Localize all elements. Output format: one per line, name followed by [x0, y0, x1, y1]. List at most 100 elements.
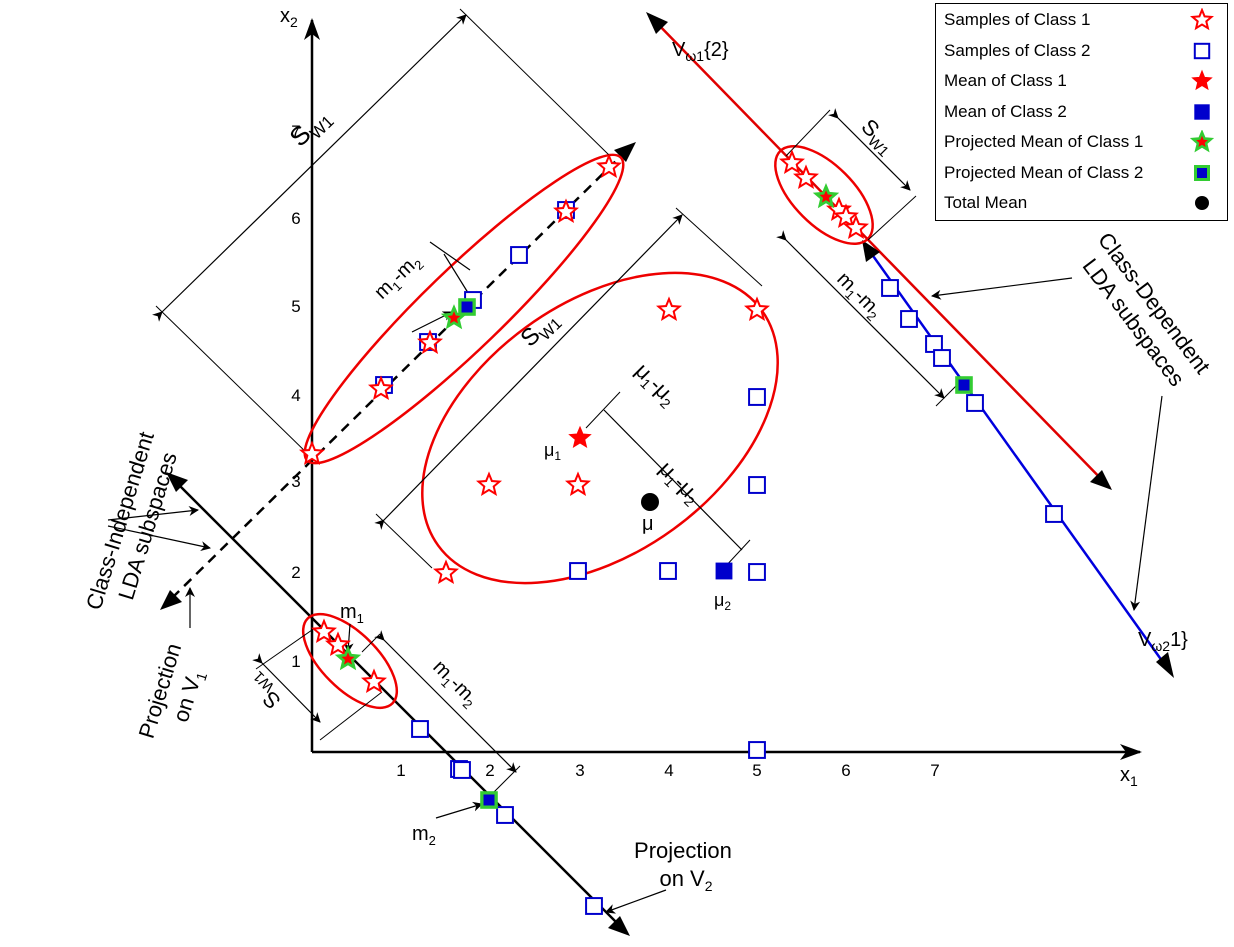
open-square-blue-icon [1193, 42, 1211, 59]
m1m2-label-v2: m1-m2 [426, 656, 482, 712]
marker-open-square-blue [748, 741, 766, 759]
legend-label: Samples of Class 2 [944, 40, 1091, 60]
x-tick-labels: 1 2 3 4 5 6 7 [396, 761, 939, 780]
legend-label: Projected Mean of Class 2 [944, 162, 1144, 182]
m2-label: m2 [412, 823, 436, 848]
sw1-label-orig: SW1 [515, 305, 565, 355]
legend-item: Mean of Class 2 [936, 98, 1227, 125]
marker-open-star-red [310, 618, 338, 643]
class-dependent-label: Class-Dependent LDA subspaces [1071, 228, 1219, 401]
y-tick-label: 4 [291, 386, 300, 405]
legend-symbol [1194, 164, 1210, 181]
sw1-orig-ext-2 [675, 207, 763, 287]
sw1-dim-line-v2 [252, 653, 321, 723]
marker-filled-square-blue [715, 562, 733, 580]
marker-open-square-blue [411, 720, 429, 738]
marker-open-star-red [432, 559, 460, 584]
legend-symbol [1195, 196, 1209, 210]
mu-diff-label-top: μ1-μ2 [628, 358, 682, 412]
sw1-ext-1 [155, 305, 313, 459]
marker-open-star-red [832, 203, 860, 229]
filled-circle-black-icon [1195, 196, 1209, 210]
m1-label: m1 [340, 601, 364, 626]
marker-open-star-red [595, 153, 623, 179]
total-mean [641, 493, 659, 511]
sw1-v2-ext-1 [255, 629, 313, 670]
marker-open-square-blue [748, 388, 766, 406]
legend-symbol [1193, 42, 1211, 59]
v-omega2-label: Vω21} [1138, 629, 1188, 654]
mu-diff-label-bottom: μ1-μ2 [652, 456, 706, 510]
v2-arrow-head-top [166, 472, 188, 492]
marker-open-star-red [564, 471, 592, 497]
marker-green-star-red [812, 183, 840, 209]
legend-symbol [1194, 103, 1210, 120]
y-tick-label: 5 [291, 297, 300, 316]
mu2-label: μ2 [714, 590, 731, 613]
marker-open-star-red [475, 471, 503, 497]
marker-open-star-red [367, 375, 395, 401]
m2-pointer [435, 801, 483, 819]
marker-open-star-red [842, 214, 870, 240]
x-tick-label: 3 [575, 761, 584, 780]
marker-open-star-red [416, 329, 444, 355]
sw1-orig-ext-1 [375, 513, 433, 569]
mu1-label: μ1 [544, 440, 561, 463]
legend-label: Mean of Class 2 [944, 101, 1067, 121]
v2-arrow-head-bottom [608, 916, 630, 936]
legend-item: Total Mean [936, 189, 1227, 216]
x-axis-label: x1 [1120, 764, 1138, 789]
y-tick-label: 1 [291, 652, 300, 671]
legend-item: Mean of Class 1 [936, 67, 1227, 94]
green-square-blue-icon [1194, 164, 1210, 181]
marker-open-square-blue [453, 761, 471, 779]
m1m2-label-omega: m1-m2 [830, 268, 886, 324]
projection-v1-label: Projection on V1 [134, 634, 218, 750]
m1m2-v2-ext [361, 633, 381, 653]
class-dependent-pointer-1 [931, 277, 1073, 300]
green-star-red-icon [1189, 130, 1215, 153]
marker-green-square-blue [458, 298, 476, 316]
legend-label: Projected Mean of Class 1 [944, 132, 1144, 151]
marker-green-star-red [334, 645, 362, 671]
legend-label: Mean of Class 1 [944, 71, 1067, 90]
marker-open-star-red [792, 164, 820, 190]
class-independent-pointer-1 [107, 506, 199, 521]
legend-item: Samples of Class 1 [936, 6, 1227, 33]
sw1-ext-2 [459, 8, 611, 157]
sw1-dim-line-omega1 [828, 108, 911, 191]
marker-green-square-blue [955, 376, 973, 394]
marker-open-star-red [552, 198, 580, 224]
legend-symbol [1190, 8, 1214, 31]
marker-open-star-red [655, 296, 683, 322]
projection-v2-pointer [605, 889, 667, 914]
x-tick-label: 5 [752, 761, 761, 780]
marker-open-square-blue [585, 897, 603, 915]
m1m2-dim-line-omega [776, 230, 945, 399]
projection-v2-label: Projection on V2 [634, 838, 738, 894]
sw1-label-omega1: SW1 [854, 114, 901, 161]
legend-symbol [1189, 130, 1215, 153]
marker-open-star-red [743, 296, 771, 322]
marker-open-star-red [298, 440, 326, 466]
legend-item: Samples of Class 2 [936, 37, 1227, 64]
m1m2-dim-line-v2 [374, 630, 517, 773]
v-omega1-label: Vω1{2} [672, 39, 729, 64]
sw1-v2-ext-2 [319, 691, 383, 741]
x-tick-label: 6 [841, 761, 850, 780]
v1-arrow-head-bottom [160, 590, 182, 610]
m1m2-v2-ext-2 [491, 765, 521, 795]
marker-open-square-blue [659, 562, 677, 580]
marker-open-square-blue [933, 349, 951, 367]
open-star-red-icon [1190, 8, 1214, 31]
marker-open-square-blue [496, 806, 514, 824]
data-markers [298, 149, 1063, 915]
marker-open-square-blue [1045, 505, 1063, 523]
y-tick-label: 2 [291, 563, 300, 582]
mu-label: μ [642, 513, 654, 535]
x-tick-label: 7 [930, 761, 939, 780]
sw1-dim-line-v1 [152, 14, 467, 322]
legend-item: Projected Mean of Class 2 [936, 159, 1227, 186]
marker-open-square-blue [748, 476, 766, 494]
